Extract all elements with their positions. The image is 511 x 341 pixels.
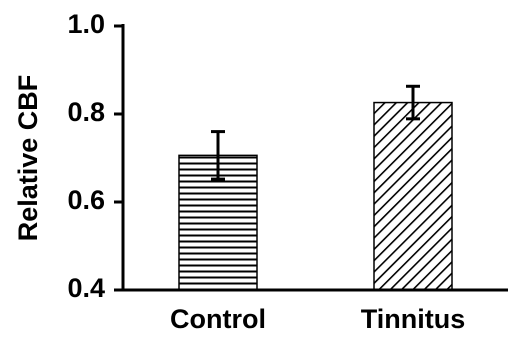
y-axis-ticks: 0.4 0.6 0.8 1.0 [67,9,123,303]
y-tick-label: 0.4 [67,273,105,303]
x-tick-label-tinnitus: Tinnitus [361,304,466,334]
bar-tinnitus [374,103,452,290]
y-axis-label: Relative CBF [13,75,43,242]
y-tick-label: 0.6 [67,185,105,215]
x-axis-tick-labels: Control Tinnitus [170,304,465,334]
y-tick-label: 1.0 [67,9,105,39]
y-tick-label: 0.8 [67,97,105,127]
x-tick-label-control: Control [170,304,266,334]
